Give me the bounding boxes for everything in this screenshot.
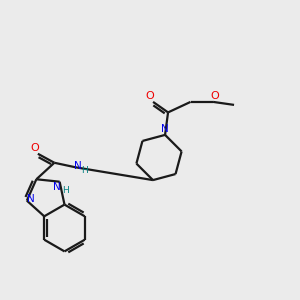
Text: N: N <box>53 182 61 192</box>
Text: H: H <box>82 167 88 176</box>
Text: H: H <box>62 186 68 195</box>
Text: O: O <box>210 91 219 101</box>
Text: N: N <box>160 124 168 134</box>
Text: O: O <box>146 91 154 101</box>
Text: O: O <box>30 143 39 153</box>
Text: N: N <box>28 194 35 204</box>
Text: N: N <box>74 161 82 171</box>
